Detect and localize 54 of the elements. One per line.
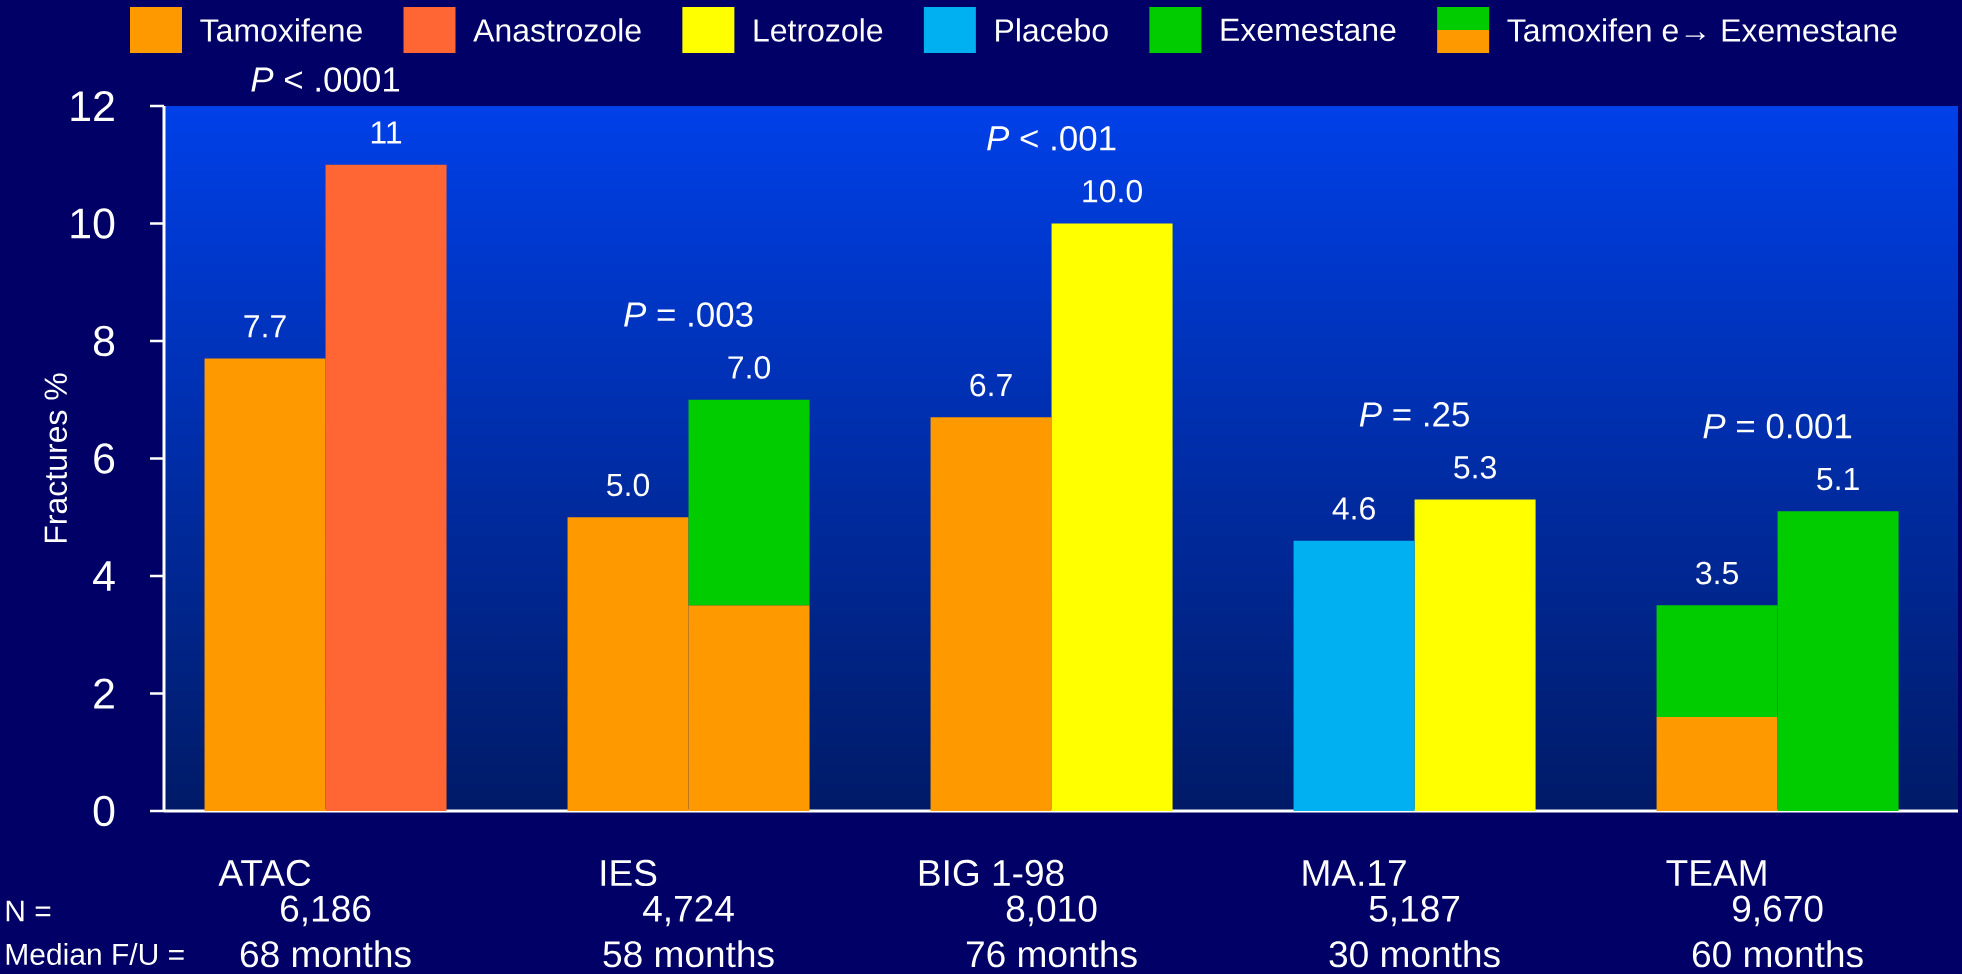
x-tick-label: TEAM [1666, 860, 1766, 886]
total-label: 3.5 [1696, 561, 1738, 585]
y-axis-title: Fractures % [44, 373, 68, 543]
total-label: 7.7 [244, 315, 286, 338]
total-label: 5.3 [1454, 455, 1496, 479]
legend-label: Exemestane [1221, 18, 1396, 42]
x-tick-label: BIG 1-98 [919, 859, 1064, 887]
annotation: P = 0.001 [1703, 413, 1852, 439]
text: 60 months [1692, 940, 1863, 968]
y-tick-label: 12 [71, 91, 114, 121]
bar [930, 417, 1052, 811]
x-tick-label: MA.17 [1303, 860, 1406, 886]
bar [1293, 540, 1415, 811]
total-label: 5.0 [607, 473, 650, 497]
text: N = [6, 900, 51, 922]
y-tick-label: 4 [93, 561, 115, 591]
bar [204, 358, 326, 811]
x-tick-label: ATAC [218, 859, 311, 887]
y-tick-label: 10 [71, 208, 115, 239]
bar [325, 164, 447, 811]
bar [688, 399, 810, 606]
legend-label: Tamoxifene [200, 18, 362, 42]
bar [1656, 717, 1778, 811]
text: 8,010 [1006, 895, 1097, 927]
text: 58 months [603, 940, 774, 968]
text: Median F/U = [6, 942, 184, 966]
text: 6,186 [281, 895, 371, 927]
bar [1051, 223, 1173, 811]
bar [1414, 499, 1536, 811]
text: 9,670 [1732, 895, 1823, 927]
text: 5,187 [1369, 895, 1460, 927]
legend-label: Letrozole [754, 18, 883, 42]
annotation: P = .25 [1359, 402, 1469, 427]
total-label: 10.0 [1083, 179, 1142, 203]
total-label: 4.6 [1332, 497, 1375, 520]
annotation: P = .003 [624, 302, 753, 327]
text: 30 months [1329, 940, 1500, 968]
text: 4,724 [643, 895, 734, 927]
annotation: P < .001 [987, 125, 1116, 151]
y-tick-label: 6 [94, 443, 115, 474]
y-tick-label: 8 [93, 325, 115, 357]
x-tick-label: IES [601, 859, 657, 887]
text: 68 months [240, 940, 411, 968]
total-label: 5.1 [1817, 467, 1859, 491]
legend-label: Anastrozole [473, 18, 641, 42]
total-label: 6.7 [970, 373, 1012, 397]
legend-label: Tamoxifen e→ Exemestane [1507, 18, 1897, 42]
total-label: 11 [371, 121, 402, 144]
legend-label: Placebo [996, 18, 1108, 42]
y-tick-label: 0 [93, 795, 115, 827]
text: 76 months [966, 940, 1137, 968]
total-label: 7.0 [728, 356, 771, 379]
y-tick-label: 2 [94, 678, 114, 709]
text: P < .0001 [251, 67, 400, 92]
